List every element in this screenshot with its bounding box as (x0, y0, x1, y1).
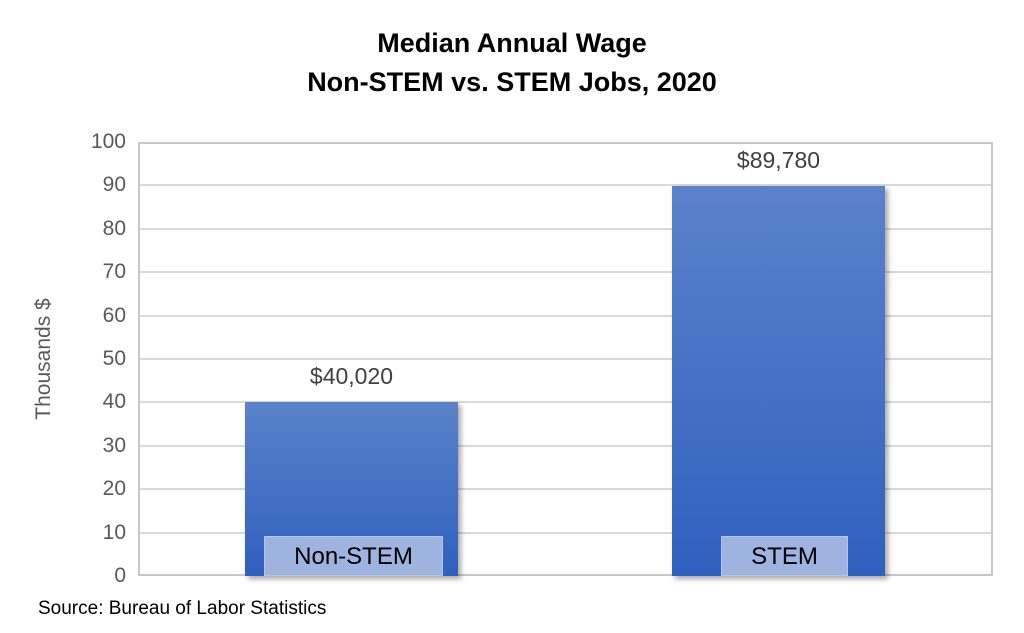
y-tick-label: 60 (102, 303, 126, 327)
y-tick-label: 30 (102, 433, 126, 457)
source-note: Source: Bureau of Labor Statistics (38, 598, 327, 619)
chart-subtitle: Non-STEM vs. STEM Jobs, 2020 (307, 67, 717, 97)
gridline (138, 227, 993, 230)
bar-value-label: $40,020 (309, 363, 394, 390)
y-tick-label: 90 (102, 173, 126, 197)
gridline (138, 488, 993, 491)
y-tick-label: 0 (114, 564, 126, 587)
gridline (138, 271, 993, 274)
bar-value-label: $89,780 (736, 147, 821, 174)
category-label-stem: STEM (721, 536, 848, 576)
y-axis-label-text: Thousands $ (32, 298, 55, 420)
gridline (138, 184, 993, 187)
y-tick-label: 40 (102, 390, 126, 414)
chart-title: Median Annual Wage (377, 28, 647, 58)
y-tick-label: 100 (90, 130, 126, 153)
category-label-non-stem: Non-STEM (264, 536, 443, 576)
bar-stem (672, 186, 885, 576)
y-tick-label: 50 (102, 347, 126, 370)
y-tick-label: 70 (102, 260, 126, 284)
y-tick-label: 80 (102, 216, 126, 240)
plot-area (138, 142, 993, 576)
gridline (138, 531, 993, 534)
gridline (138, 358, 993, 360)
gridline (138, 314, 993, 317)
y-tick-label: 10 (102, 520, 126, 544)
gridline (138, 444, 993, 447)
y-tick-label: 20 (102, 477, 126, 501)
gridline (138, 401, 993, 404)
